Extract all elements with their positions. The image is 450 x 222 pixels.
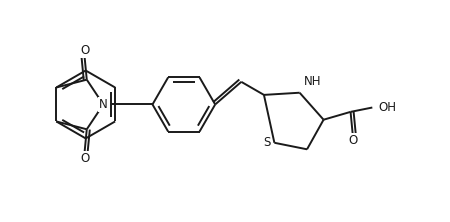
Text: NH: NH xyxy=(304,75,321,88)
Text: O: O xyxy=(348,134,357,147)
Text: O: O xyxy=(80,151,89,165)
Text: OH: OH xyxy=(378,101,396,114)
Text: S: S xyxy=(264,136,271,149)
Text: N: N xyxy=(99,98,108,111)
Text: O: O xyxy=(80,44,89,57)
